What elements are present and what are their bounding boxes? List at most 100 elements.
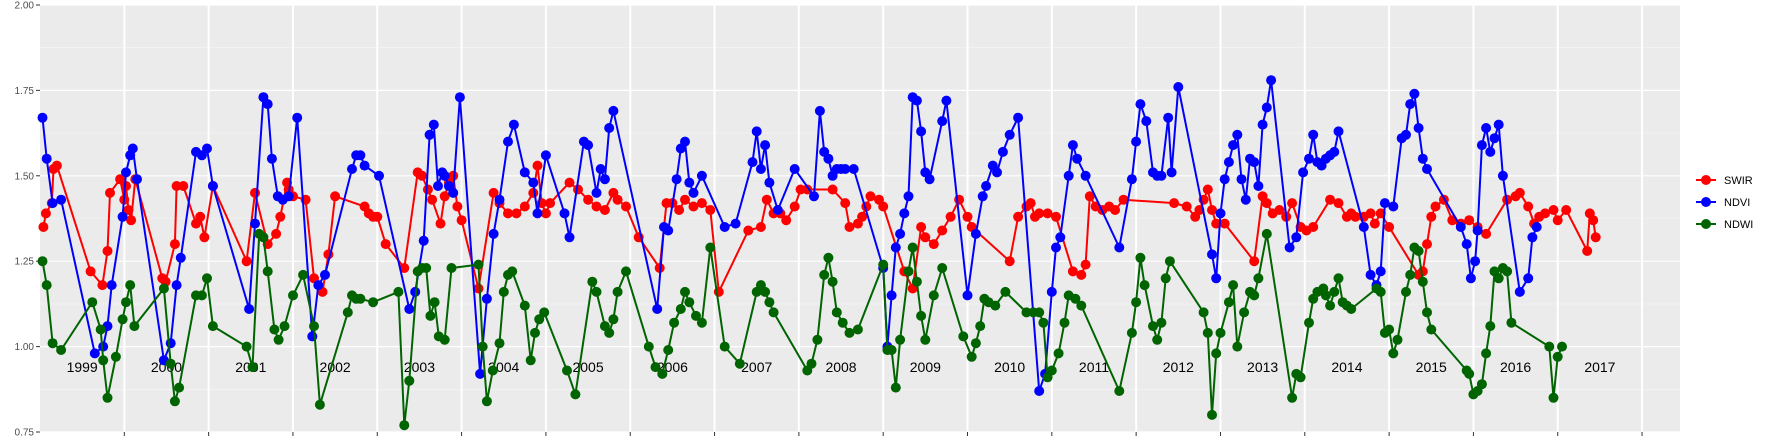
data-point (760, 140, 771, 151)
year-label: 2010 (994, 359, 1025, 375)
data-point (456, 215, 467, 226)
data-point (275, 211, 286, 222)
legend-label: NDVI (1724, 197, 1750, 209)
data-point (1223, 297, 1234, 308)
data-point (95, 324, 106, 335)
data-point (1472, 225, 1483, 236)
year-label: 2008 (825, 359, 856, 375)
data-point (1053, 348, 1064, 359)
year-label: 1999 (67, 359, 98, 375)
data-point (1013, 112, 1024, 123)
data-point (175, 252, 186, 263)
data-point (422, 184, 433, 195)
data-point (428, 119, 439, 130)
data-point (1523, 273, 1534, 284)
data-point (1514, 286, 1525, 297)
data-point (507, 266, 518, 277)
data-point (1557, 341, 1567, 352)
data-point (992, 167, 1002, 178)
data-point (425, 310, 436, 321)
data-point (621, 266, 631, 277)
data-point (525, 355, 536, 366)
data-point (916, 126, 927, 137)
data-point (1329, 286, 1340, 297)
data-point (657, 368, 668, 379)
data-point (719, 222, 730, 232)
data-point (1181, 201, 1192, 212)
data-point (1076, 269, 1087, 280)
data-point (997, 146, 1008, 157)
data-point (890, 382, 901, 393)
data-point (359, 160, 370, 171)
data-point (380, 239, 391, 250)
data-point (115, 174, 126, 185)
data-point (404, 304, 415, 314)
data-point (1211, 348, 1222, 359)
data-point (127, 143, 138, 154)
data-point (1493, 273, 1504, 284)
data-point (583, 194, 594, 205)
data-point (1388, 348, 1399, 359)
data-point (650, 362, 661, 373)
data-point (165, 338, 176, 349)
data-point (247, 362, 258, 373)
data-point (1375, 266, 1386, 277)
data-point (1485, 321, 1496, 332)
data-point (56, 345, 67, 355)
data-point (924, 174, 935, 185)
data-point (1426, 211, 1437, 222)
data-point (126, 215, 137, 226)
data-point (789, 164, 800, 174)
data-point (1114, 386, 1125, 396)
data-point (1169, 198, 1180, 209)
data-point (269, 324, 280, 335)
data-point (621, 201, 631, 212)
data-point (1346, 304, 1357, 314)
data-point (37, 112, 48, 123)
data-point (675, 304, 686, 314)
data-point (271, 228, 282, 239)
data-point (809, 191, 819, 202)
data-point (1164, 256, 1175, 267)
data-point (827, 184, 838, 195)
data-point (852, 324, 863, 335)
data-point (1253, 181, 1264, 191)
data-point (764, 297, 775, 308)
data-point (106, 280, 117, 291)
data-point (1304, 153, 1314, 164)
data-point (1476, 379, 1487, 390)
data-point (1481, 228, 1492, 239)
data-point (1426, 324, 1437, 335)
data-point (532, 208, 543, 219)
data-point (1379, 198, 1390, 209)
legend-label: SWIR (1724, 175, 1753, 187)
data-point (262, 99, 273, 110)
data-point (1025, 198, 1036, 209)
data-point (591, 286, 602, 297)
data-point (840, 198, 851, 209)
data-point (1156, 317, 1167, 328)
data-point (928, 290, 939, 301)
data-point (448, 187, 459, 198)
data-point (865, 191, 876, 202)
data-point (937, 225, 948, 236)
data-point (604, 327, 615, 338)
data-point (1405, 269, 1416, 280)
data-point (47, 198, 58, 209)
data-point (1464, 368, 1475, 379)
data-point (519, 167, 530, 178)
data-point (599, 205, 610, 215)
data-point (1034, 307, 1045, 318)
data-point (652, 304, 663, 314)
data-point (1422, 239, 1432, 250)
data-point (1430, 201, 1441, 212)
year-label: 2012 (1163, 359, 1194, 375)
data-point (878, 201, 889, 212)
data-point (125, 280, 136, 291)
data-point (696, 198, 707, 209)
data-point (435, 218, 446, 229)
data-point (747, 157, 758, 168)
data-point (608, 105, 619, 116)
data-point (1000, 286, 1011, 297)
data-point (583, 140, 594, 151)
